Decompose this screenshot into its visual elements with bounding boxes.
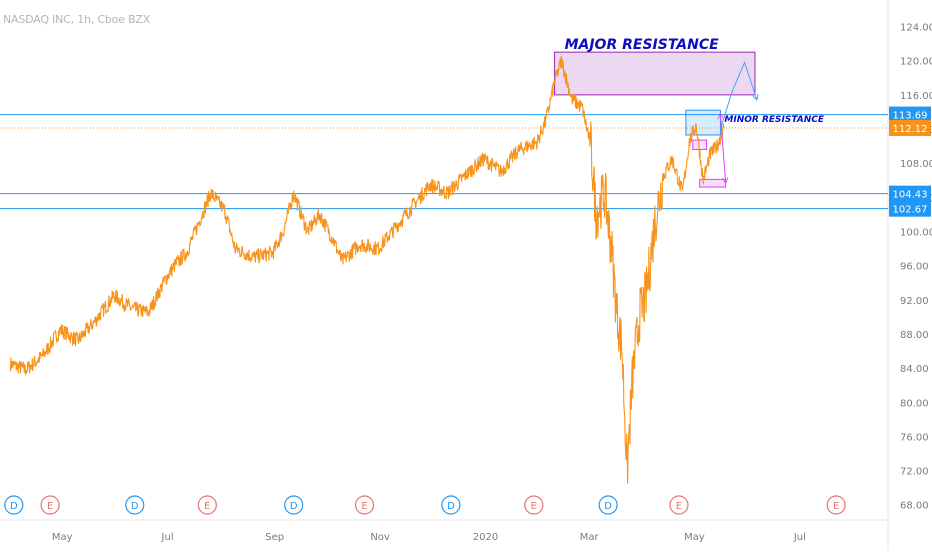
dividend-event-marker <box>598 495 618 515</box>
level-price-tag-label: 102.67 <box>893 205 928 216</box>
event-marker-label: D <box>290 501 298 512</box>
y-tick-label: 80.00 <box>900 398 929 409</box>
event-marker-label: D <box>447 501 455 512</box>
level-price-tag-label: 113.69 <box>893 111 928 122</box>
y-tick-label: 124.00 <box>900 23 932 34</box>
event-marker-label: E <box>833 501 839 512</box>
projection-up-arrow <box>719 60 756 130</box>
level-price-tag <box>889 185 931 202</box>
y-tick-label: 84.00 <box>900 364 929 375</box>
earnings-event-marker <box>354 495 375 515</box>
event-marker-label: D <box>604 501 612 512</box>
event-marker-label: E <box>361 501 367 512</box>
chart-title: NASDAQ INC, 1h, Cboe BZX <box>3 13 151 26</box>
x-tick-label: Sep <box>265 532 284 543</box>
dividend-event-marker <box>4 495 24 515</box>
y-tick-label: 92.00 <box>900 296 929 307</box>
event-marker-label: E <box>676 501 682 512</box>
dividend-event-marker <box>125 495 145 515</box>
earnings-event-marker <box>40 495 60 515</box>
level-price-tag <box>889 106 931 123</box>
level-price-tag-label: 112.12 <box>893 124 928 135</box>
level-price-tag <box>889 119 931 136</box>
zone-label-minor-resistance: MINOR RESISTANCE <box>724 115 824 125</box>
x-tick-label: Mar <box>580 532 600 543</box>
y-tick-label: 72.00 <box>900 467 929 478</box>
y-tick-label: 116.00 <box>900 91 932 102</box>
y-tick-label: 120.00 <box>900 57 932 68</box>
dividend-event-marker <box>441 495 461 515</box>
event-marker-label: E <box>47 501 53 512</box>
earnings-event-marker <box>197 495 217 515</box>
event-marker-label: D <box>131 501 139 512</box>
x-tick-label: 2020 <box>473 532 498 543</box>
y-tick-label: 108.00 <box>900 159 932 170</box>
event-marker-label: E <box>204 501 210 512</box>
x-tick-label: May <box>52 532 73 543</box>
zone-box <box>554 51 756 96</box>
y-tick-label: 88.00 <box>900 330 929 341</box>
projection-down-arrow <box>720 115 725 183</box>
earnings-event-marker <box>669 495 689 515</box>
x-tick-label: Nov <box>370 532 390 543</box>
x-tick-label: Jul <box>161 532 174 543</box>
x-tick-label: May <box>684 532 705 543</box>
event-marker-label: D <box>10 501 18 512</box>
zone-box <box>685 109 721 136</box>
y-tick-label: 100.00 <box>900 227 932 238</box>
y-tick-label: 76.00 <box>900 432 929 443</box>
zone-label-major-resistance: MAJOR RESISTANCE <box>565 37 720 53</box>
dividend-event-marker <box>284 495 304 515</box>
earnings-event-marker <box>826 495 846 515</box>
zone-box <box>692 139 708 151</box>
x-tick-label: Jul <box>793 532 806 543</box>
y-tick-label: 96.00 <box>900 262 929 273</box>
y-tick-label: 68.00 <box>900 501 929 512</box>
level-price-tag-label: 104.43 <box>893 190 928 201</box>
level-price-tag <box>889 200 931 217</box>
price-line <box>9 55 725 484</box>
event-marker-label: E <box>531 501 537 512</box>
earnings-event-marker <box>524 495 544 515</box>
